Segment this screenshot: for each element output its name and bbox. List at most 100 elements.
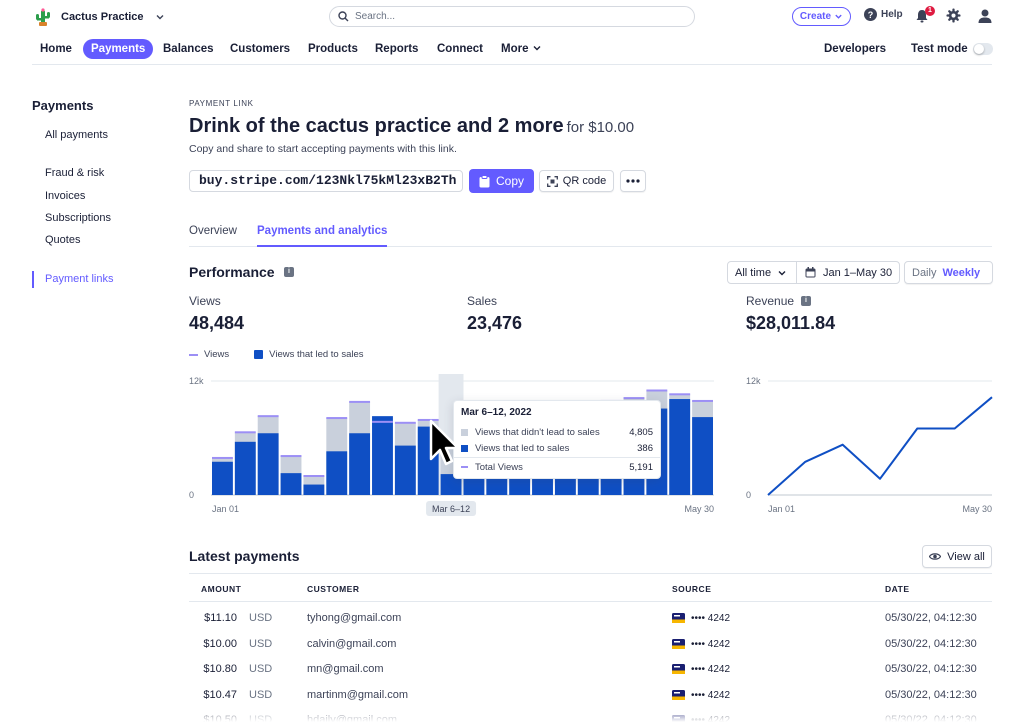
sidebar-item-quotes[interactable]: Quotes [45, 234, 81, 246]
payment-amount: $10.47 [203, 688, 237, 701]
y-tick-label: 0 [189, 490, 194, 500]
chevron-down-icon [778, 270, 786, 275]
views-marker [326, 417, 348, 420]
granularity-daily[interactable]: Daily [912, 266, 937, 279]
content-tabs: Overview Payments and analytics [189, 220, 992, 247]
payment-link-url[interactable]: buy.stripe.com/123Nkl75kMl23xB2Th [189, 170, 463, 192]
nav-more-label: More [501, 43, 529, 55]
views-marker [349, 400, 371, 403]
y-tick-label: 12k [189, 376, 204, 386]
x-tick-highlight [426, 501, 477, 516]
svg-text:?: ? [868, 10, 874, 20]
date-range-picker[interactable]: Jan 1–May 30 [796, 261, 900, 284]
sidebar-item-fraud-risk[interactable]: Fraud & risk [45, 167, 105, 179]
sales-bar [372, 416, 393, 495]
sidebar-item-payment-links[interactable]: Payment links [45, 273, 114, 285]
y-tick-label: 12k [746, 376, 761, 386]
nav-more[interactable]: More [501, 39, 542, 59]
calendar-icon [805, 267, 816, 278]
nav-connect[interactable]: Connect [437, 43, 483, 55]
column-header-date[interactable]: DATE [885, 584, 910, 594]
tooltip-title: Mar 6–12, 2022 [461, 407, 532, 418]
create-button[interactable]: Create [792, 7, 851, 26]
page-title-text: Drink of the cactus practice and 2 more [189, 115, 564, 137]
qr-scan-icon [546, 175, 558, 187]
payment-source: •••• 4242 [691, 613, 731, 624]
nav-home[interactable]: Home [40, 43, 72, 55]
sales-bar [326, 451, 348, 495]
x-tick-label: Jan 01 [212, 504, 239, 514]
tooltip-label: Total Views [475, 461, 523, 473]
tab-overview[interactable]: Overview [189, 225, 237, 237]
metric-sales-label: Sales [467, 294, 498, 308]
nav-payments[interactable]: Payments [83, 39, 154, 59]
view-all-button[interactable]: View all [922, 545, 992, 568]
scroll-fade [0, 706, 1024, 722]
copy-button[interactable]: Copy [469, 169, 534, 193]
nav-customers[interactable]: Customers [230, 43, 291, 55]
search-bar[interactable] [329, 6, 695, 27]
revenue-line-chart[interactable]: 0 12k Jan 01 May 30 [742, 370, 996, 520]
cactus-logo-icon [36, 8, 50, 26]
granularity-weekly[interactable]: Weekly [942, 266, 981, 279]
search-input[interactable] [355, 11, 655, 22]
nav-products[interactable]: Products [308, 43, 358, 55]
latest-payments-title: Latest payments [189, 548, 300, 564]
sidebar-item-subscriptions[interactable]: Subscriptions [45, 212, 112, 224]
nav-reports[interactable]: Reports [375, 43, 419, 55]
more-actions-button[interactable] [620, 170, 646, 192]
tooltip-row-sales: Views that led to sales 386 [461, 441, 653, 455]
test-mode-toggle[interactable] [973, 43, 993, 55]
payment-customer: tyhong@gmail.com [307, 612, 402, 624]
payment-customer: martinm@gmail.com [307, 688, 409, 701]
sidebar-item-all-payments[interactable]: All payments [45, 129, 108, 141]
granularity-toggle[interactable]: Daily Weekly [904, 261, 993, 284]
table-row[interactable]: $11.10 USD tyhong@gmail.com •••• 4242 05/30/… [189, 606, 992, 631]
views-marker [303, 475, 325, 477]
tab-payments-analytics[interactable]: Payments and analytics [257, 225, 388, 237]
notifications-bell-icon[interactable] [914, 8, 930, 24]
copy-button-label: Copy [495, 174, 524, 188]
table-row[interactable]: $10.80 USD mn@gmail.com •••• 4242 05/30/22, … [189, 657, 992, 682]
info-icon[interactable]: i [284, 267, 294, 277]
column-header-amount[interactable]: AMOUNT [201, 584, 242, 594]
user-profile-icon[interactable] [977, 8, 993, 24]
table-row[interactable]: $10.00 USD calvin@gmail.com •••• 4242 05/30/… [189, 632, 992, 657]
legend-views-label: Views [204, 349, 230, 360]
views-marker [417, 418, 439, 421]
chart-tooltip: Mar 6–12, 2022 Views that didn't lead to… [453, 400, 661, 479]
payment-currency: USD [249, 612, 273, 624]
nav-developers[interactable]: Developers [824, 43, 887, 55]
page-eyebrow: PAYMENT LINK [189, 99, 254, 108]
help-button[interactable]: ? Help [864, 8, 903, 21]
payment-amount: $11.10 [204, 612, 237, 624]
views-marker [372, 420, 393, 423]
ellipsis-icon [626, 179, 640, 183]
chart-legend: Views Views that led to sales [189, 349, 364, 360]
x-tick-label: Mar 6–12 [432, 504, 470, 514]
revenue-info-icon[interactable]: i [801, 296, 811, 306]
payment-date: 05/30/22, 04:12:30 [885, 688, 977, 701]
metric-sales-value: 23,476 [467, 313, 523, 333]
help-icon: ? [864, 8, 877, 21]
legend-views-swatch [189, 353, 198, 356]
legend-sales-label: Views that led to sales [269, 349, 364, 360]
column-header-customer[interactable]: CUSTOMER [307, 584, 360, 594]
tooltip-swatch-total [461, 466, 468, 468]
payments-table-header: AMOUNT CUSTOMER SOURCE DATE [189, 573, 992, 602]
views-marker [669, 393, 691, 396]
time-filter-dropdown[interactable]: All time [727, 261, 797, 284]
column-header-source[interactable]: SOURCE [672, 584, 712, 594]
sales-bar [349, 433, 371, 495]
sales-bar [303, 484, 325, 495]
qr-code-button[interactable]: QR code [539, 170, 614, 192]
account-switcher[interactable]: Cactus Practice [34, 7, 165, 27]
views-marker [257, 415, 279, 418]
payment-date: 05/30/22, 04:12:30 [885, 612, 977, 624]
eye-icon [929, 553, 942, 560]
nav-balances[interactable]: Balances [163, 43, 214, 55]
table-row[interactable]: $10.47 USD martinm@gmail.com •••• 4242 05/30… [189, 683, 992, 708]
sidebar-item-invoices[interactable]: Invoices [45, 190, 86, 202]
settings-gear-icon[interactable] [946, 8, 961, 23]
sales-bar [440, 474, 462, 495]
